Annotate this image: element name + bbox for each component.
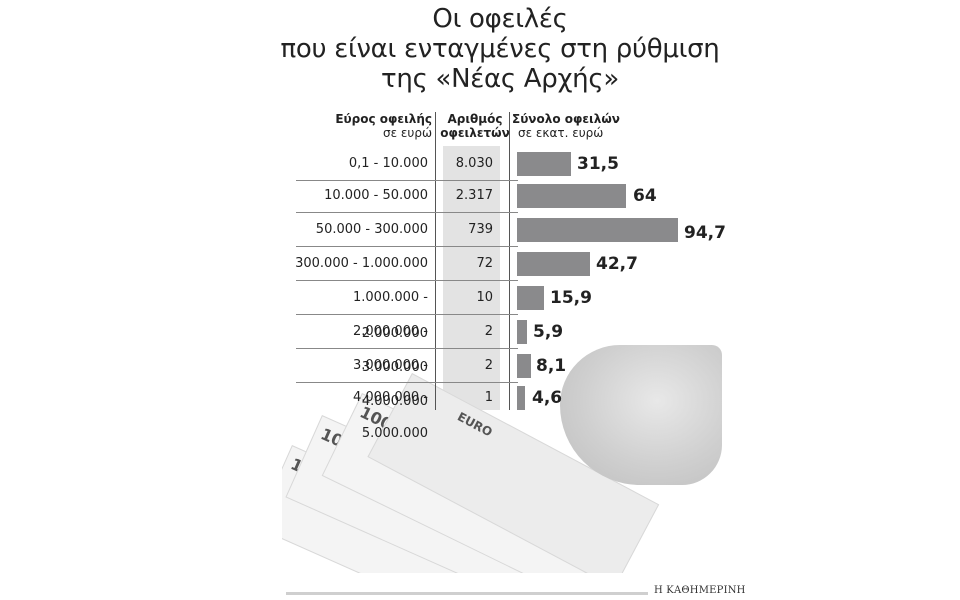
debt-range: 2.000.000 - 3.000.000 bbox=[353, 324, 428, 375]
debtor-count: 8.030 bbox=[455, 156, 493, 171]
header-debt-total-title: Σύνολο οφειλών bbox=[512, 112, 620, 126]
debt-total-label: 8,1 bbox=[536, 356, 567, 376]
column-divider bbox=[509, 112, 510, 410]
row-divider bbox=[296, 280, 518, 281]
debt-range: 300.000 - 1.000.000 bbox=[295, 256, 428, 271]
header-debtor-count: Αριθμός οφειλετών bbox=[440, 112, 510, 140]
debt-range: 10.000 - 50.000 bbox=[324, 188, 428, 203]
footer-divider bbox=[286, 592, 648, 595]
debt-total-label: 5,9 bbox=[533, 322, 564, 342]
debt-bar bbox=[517, 286, 544, 310]
debt-range: 1.000.000 - 2.000.000 bbox=[353, 290, 428, 341]
debt-range: 4.000.000 - 5.000.000 bbox=[353, 390, 428, 441]
debtor-count: 10 bbox=[476, 290, 493, 305]
table-row: 4.000.000 - 5.000.000 1 4,6 bbox=[0, 380, 960, 441]
row-divider bbox=[296, 314, 518, 315]
debt-bar bbox=[517, 320, 527, 344]
debt-total-label: 42,7 bbox=[596, 254, 638, 274]
table-row: 1.000.000 - 2.000.000 10 15,9 bbox=[0, 280, 960, 341]
debt-bar bbox=[517, 252, 590, 276]
title-line-3: της «Νέας Αρχής» bbox=[381, 64, 619, 94]
header-debt-total-unit: σε εκατ. ευρώ bbox=[518, 126, 604, 140]
row-divider bbox=[296, 382, 518, 383]
header-debt-range-title: Εύρος οφειλής bbox=[335, 112, 432, 126]
debt-bar bbox=[517, 152, 571, 176]
title-line-1: Οι οφειλές bbox=[432, 4, 568, 34]
debt-total-label: 64 bbox=[633, 186, 657, 206]
row-divider bbox=[296, 212, 518, 213]
debtor-count: 72 bbox=[476, 256, 493, 271]
debt-range: 3.000.000 - 4.000.000 bbox=[353, 358, 428, 409]
row-divider bbox=[296, 246, 518, 247]
row-divider bbox=[296, 180, 518, 181]
debt-bar bbox=[517, 184, 626, 208]
debt-total-label: 94,7 bbox=[684, 223, 726, 243]
table-row: 0,1 - 10.000 8.030 31,5 bbox=[0, 146, 960, 182]
debtor-count: 2.317 bbox=[455, 188, 493, 203]
debt-bar bbox=[517, 354, 531, 378]
debt-total-label: 31,5 bbox=[577, 154, 619, 174]
row-divider bbox=[296, 348, 518, 349]
debt-range: 50.000 - 300.000 bbox=[315, 222, 428, 237]
header-debt-range: Εύρος οφειλής σε ευρώ bbox=[290, 112, 432, 140]
table-row: 3.000.000 - 4.000.000 2 8,1 bbox=[0, 348, 960, 409]
debtor-count: 2 bbox=[484, 358, 493, 373]
debt-total-label: 4,6 bbox=[532, 388, 563, 408]
chart-title: Οι οφειλές που είναι ενταγμένες στη ρύθμ… bbox=[280, 4, 720, 94]
header-debt-total: Σύνολο οφειλών σε εκατ. ευρώ bbox=[512, 112, 672, 140]
header-debt-range-unit: σε ευρώ bbox=[382, 126, 432, 140]
debt-bar bbox=[517, 386, 525, 410]
table-row: 10.000 - 50.000 2.317 64 bbox=[0, 178, 960, 214]
column-divider bbox=[435, 112, 436, 410]
hand-image bbox=[560, 345, 722, 485]
title-line-2: που είναι ενταγμένες στη ρύθμιση bbox=[280, 34, 720, 64]
debtor-count: 739 bbox=[468, 222, 493, 237]
count-column-background bbox=[443, 146, 500, 410]
header-debtor-count-line1: Αριθμός bbox=[447, 112, 503, 126]
header-debtor-count-line2: οφειλετών bbox=[440, 126, 510, 140]
debtor-count: 1 bbox=[484, 390, 493, 405]
debt-bar bbox=[517, 218, 678, 242]
source-brand: Η ΚΑΘΗΜΕΡΙΝΗ bbox=[654, 585, 746, 596]
table-row: 2.000.000 - 3.000.000 2 5,9 bbox=[0, 314, 960, 375]
debt-total-label: 15,9 bbox=[550, 288, 592, 308]
debt-range: 0,1 - 10.000 bbox=[348, 156, 428, 171]
table-row: 300.000 - 1.000.000 72 42,7 bbox=[0, 246, 960, 282]
debtor-count: 2 bbox=[484, 324, 493, 339]
table-row: 50.000 - 300.000 739 94,7 bbox=[0, 212, 960, 248]
